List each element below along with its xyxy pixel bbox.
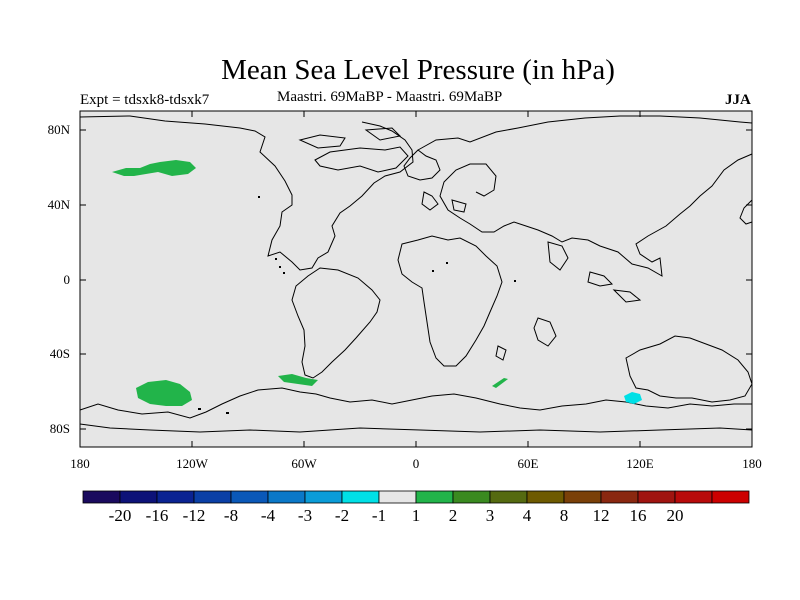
axis-ticks <box>79 111 753 447</box>
lon-label: 180 <box>70 456 90 471</box>
colorbar-swatch <box>563 490 602 504</box>
coastline-antarctica-south <box>79 423 753 433</box>
anomaly-south-pacific <box>136 380 192 406</box>
map-panel <box>79 110 753 448</box>
coastline-dot <box>432 270 434 272</box>
colorbar-swatch <box>378 490 417 504</box>
coastline-west-eurasia-islands <box>421 191 467 213</box>
coastline-dots <box>198 196 516 414</box>
coastline-dot <box>279 266 281 268</box>
colorbar-label: 8 <box>559 506 569 525</box>
coastline-antarctica <box>79 387 752 419</box>
colorbar-label: 20 <box>666 506 684 525</box>
coastline-india <box>547 241 569 271</box>
lat-label: 80S <box>49 421 70 436</box>
lon-label: 0 <box>412 456 420 471</box>
colorbar-label: -12 <box>182 506 206 525</box>
colorbar-swatch <box>526 490 565 504</box>
colorbar-swatch <box>230 490 269 504</box>
coastline-dot <box>226 412 229 414</box>
colorbar-swatch <box>489 490 528 504</box>
lon-label: 60E <box>517 456 539 471</box>
colorbar-swatch <box>415 490 454 504</box>
coastline-greenland <box>314 146 409 173</box>
coastline-arctic-islands <box>298 127 402 149</box>
coastline-dot <box>275 258 277 260</box>
colorbar-label: 12 <box>592 506 610 525</box>
coastline-europe-west <box>403 149 441 181</box>
colorbar-swatch <box>156 490 195 504</box>
coastline-australia <box>625 335 753 403</box>
colorbar-swatch <box>711 490 750 504</box>
colorbar-swatch <box>193 490 232 504</box>
colorbar-swatch <box>82 490 121 504</box>
colorbar-label: -16 <box>145 506 169 525</box>
coastline-dot <box>198 408 201 410</box>
coastline-south-america <box>291 267 381 379</box>
colorbar-swatch <box>600 490 639 504</box>
colorbar-swatch <box>119 490 158 504</box>
colorbar-swatch <box>267 490 306 504</box>
coastline-africa <box>397 235 503 367</box>
coastline-sea-islands <box>587 271 642 303</box>
coastline-small-island <box>495 345 507 361</box>
coastline-madagascar <box>533 317 557 347</box>
anomaly-north-pacific <box>112 160 196 176</box>
colorbar-swatch <box>674 490 713 504</box>
lat-label: 40S <box>49 346 70 361</box>
colorbar-label: 1 <box>411 506 421 525</box>
colorbar-label: 2 <box>448 506 458 525</box>
map-title: Mean Sea Level Pressure (in hPa) <box>221 54 615 86</box>
coastline-dot <box>258 196 260 198</box>
anomaly-south-america <box>278 374 318 386</box>
coastline-dot <box>514 280 516 282</box>
coastline-eurasia <box>417 115 753 277</box>
colorbar-label: -2 <box>334 506 350 525</box>
colorbar-label: -1 <box>371 506 387 525</box>
period-label: Maastri. 69MaBP - Maastri. 69MaBP <box>277 89 503 105</box>
experiment-label: Expt = tdsxk8-tdsxk7 <box>80 92 210 108</box>
colorbar-label: -8 <box>223 506 239 525</box>
colorbar-label: 3 <box>485 506 495 525</box>
lon-label: 120E <box>626 456 654 471</box>
colorbar-swatch <box>304 490 343 504</box>
lon-label: 60W <box>291 456 317 471</box>
coastline-north-america <box>79 115 414 271</box>
coastlines <box>79 115 753 433</box>
colorbar-label: 4 <box>522 506 532 525</box>
anomaly-indian-ocean <box>492 378 508 388</box>
colorbar <box>82 490 750 504</box>
anomaly-shading <box>112 160 642 406</box>
colorbar-label: -3 <box>297 506 313 525</box>
colorbar-swatch <box>452 490 491 504</box>
colorbar-label: 16 <box>629 506 647 525</box>
season-label: JJA <box>725 92 751 108</box>
coastline-dot <box>446 262 448 264</box>
colorbar-label: -20 <box>108 506 132 525</box>
lat-label: 80N <box>47 122 70 137</box>
coastline-dot <box>283 272 285 274</box>
lon-label: 120W <box>176 456 208 471</box>
lat-label: 40N <box>47 197 70 212</box>
lon-label: 180 <box>742 456 762 471</box>
colorbar-swatch <box>637 490 676 504</box>
anomaly-australia-negative <box>624 392 642 404</box>
lat-label: 0 <box>63 272 71 287</box>
colorbar-label: -4 <box>260 506 276 525</box>
colorbar-swatch <box>341 490 380 504</box>
